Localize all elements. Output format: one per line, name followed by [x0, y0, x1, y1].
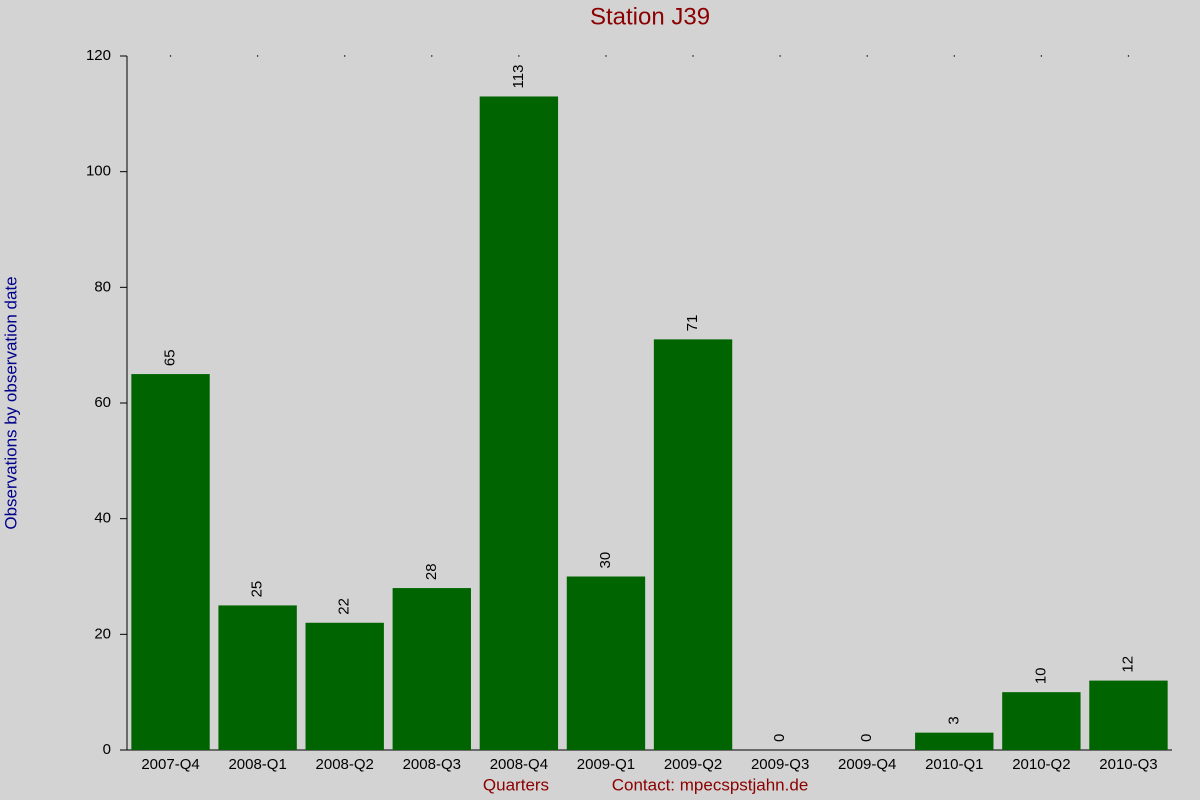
bar [566, 576, 646, 750]
top-dot [256, 55, 259, 57]
value-label: 25 [249, 581, 266, 598]
value-label: 12 [1119, 656, 1136, 673]
bar [131, 374, 210, 750]
y-tick-label: 80 [94, 278, 111, 295]
top-dot [344, 55, 346, 57]
y-tick-label: 40 [94, 510, 111, 527]
y-tick-label: 120 [86, 47, 111, 64]
top-dot [866, 55, 868, 57]
value-label: 0 [858, 734, 875, 742]
top-dot [692, 55, 694, 57]
bar [305, 622, 384, 750]
x-axis-label: Quarters [483, 775, 549, 794]
value-label: 0 [771, 734, 788, 742]
top-dot [1127, 55, 1130, 57]
chart-title: Station J39 [590, 3, 710, 30]
x-tick-label: 2009-Q3 [751, 756, 809, 773]
top-dot [953, 55, 955, 57]
value-label: 22 [336, 598, 353, 615]
bar [218, 605, 297, 750]
x-tick-label: 2010-Q3 [1099, 756, 1157, 773]
bar [392, 588, 471, 750]
x-tick-label: 2010-Q1 [925, 756, 983, 773]
y-tick-label: 100 [86, 163, 111, 180]
x-tick-label: 2008-Q4 [490, 756, 548, 773]
top-dot [431, 55, 433, 57]
x-tick-label: 2009-Q2 [664, 756, 722, 773]
top-dot [605, 55, 607, 57]
value-label: 113 [510, 65, 527, 89]
top-dot [1040, 55, 1043, 57]
x-tick-label: 2008-Q1 [228, 756, 286, 773]
x-tick-label: 2009-Q4 [838, 756, 896, 773]
y-tick-label: 60 [94, 394, 111, 411]
annotation: Contact: mpecspstjahn.de [612, 775, 809, 794]
x-tick-label: 2008-Q2 [316, 756, 374, 773]
y-tick-label: 20 [94, 625, 111, 642]
top-dot [518, 55, 520, 57]
bar [915, 732, 994, 750]
x-tick-label: 2010-Q2 [1012, 756, 1070, 773]
bar [1089, 680, 1168, 750]
bar [479, 96, 559, 750]
x-tick-label: 2007-Q4 [141, 756, 199, 773]
top-dot [779, 55, 781, 57]
value-label: 3 [945, 716, 962, 724]
bar [653, 339, 733, 750]
x-tick-label: 2009-Q1 [577, 756, 635, 773]
value-label: 28 [423, 563, 440, 580]
value-label: 65 [162, 349, 179, 366]
value-label: 30 [597, 552, 614, 569]
value-label: 10 [1032, 667, 1049, 684]
top-dot [169, 55, 172, 57]
value-label: 71 [684, 315, 701, 332]
x-tick-label: 2008-Q3 [403, 756, 461, 773]
bar [1002, 692, 1081, 750]
y-tick-label: 0 [103, 741, 111, 758]
y-axis-label: Observations by observation date [1, 276, 20, 529]
